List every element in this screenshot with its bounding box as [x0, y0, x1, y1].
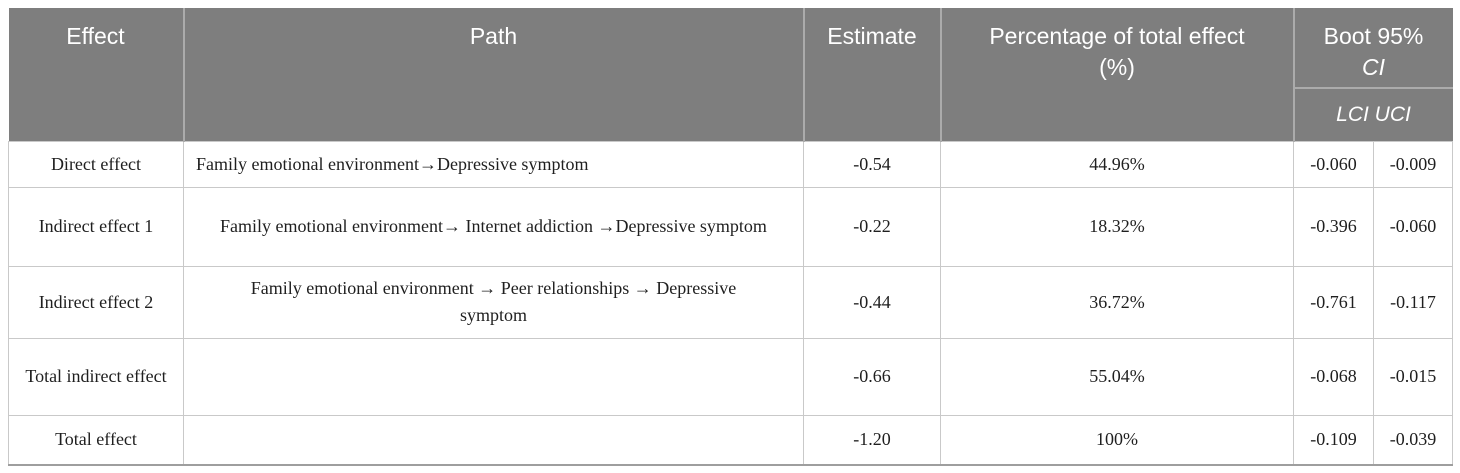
percentage-header-line2: (%): [1099, 54, 1135, 80]
effect-cell: Total indirect effect: [8, 337, 184, 416]
effect-cell: Direct effect: [8, 140, 184, 188]
estimate-cell: -0.66: [803, 337, 941, 416]
table-row: Total indirect effect -0.66 55.04% -0.06…: [8, 337, 1453, 416]
column-header-effect: Effect: [8, 8, 184, 141]
uci-cell: -0.060: [1373, 186, 1453, 267]
estimate-cell: -0.44: [803, 265, 941, 339]
percentage-cell: 44.96%: [940, 140, 1294, 188]
path-cell: Family emotional environment → Peer rela…: [183, 265, 804, 339]
path-cell: [183, 414, 804, 466]
table-row: Direct effect Family emotional environme…: [8, 140, 1453, 188]
uci-cell: -0.039: [1373, 414, 1453, 466]
boot-header-line1: Boot 95%: [1323, 23, 1424, 49]
percentage-cell: 18.32%: [940, 186, 1294, 267]
lci-cell: -0.109: [1293, 414, 1374, 466]
path-cell: Family emotional environment→Depressive …: [183, 140, 804, 188]
mediation-effects-table: Effect Path Estimate Percentage of total…: [8, 8, 1453, 466]
table-body: Direct effect Family emotional environme…: [8, 140, 1453, 466]
uci-cell: -0.117: [1373, 265, 1453, 339]
table-header: Effect Path Estimate Percentage of total…: [8, 8, 1453, 141]
table-row: Indirect effect 2 Family emotional envir…: [8, 265, 1453, 339]
lci-cell: -0.068: [1293, 337, 1374, 416]
column-header-lci-uci: LCI UCI: [1292, 87, 1453, 141]
percentage-cell: 55.04%: [940, 337, 1294, 416]
column-header-percentage: Percentage of total effect (%): [939, 8, 1294, 141]
path-cell: Family emotional environment→ Internet a…: [183, 186, 804, 267]
lci-cell: -0.396: [1293, 186, 1374, 267]
percentage-cell: 36.72%: [940, 265, 1294, 339]
table-row: Total effect -1.20 100% -0.109 -0.039: [8, 414, 1453, 466]
lci-cell: -0.761: [1293, 265, 1374, 339]
column-header-estimate: Estimate: [802, 8, 941, 141]
effect-cell: Indirect effect 1: [8, 186, 184, 267]
estimate-cell: -0.54: [803, 140, 941, 188]
boot-header-line2: CI: [1362, 54, 1385, 80]
uci-cell: -0.015: [1373, 337, 1453, 416]
column-header-boot-ci: Boot 95% CI: [1292, 8, 1453, 88]
uci-cell: -0.009: [1373, 140, 1453, 188]
effect-cell: Total effect: [8, 414, 184, 466]
percentage-cell: 100%: [940, 414, 1294, 466]
lci-cell: -0.060: [1293, 140, 1374, 188]
estimate-cell: -1.20: [803, 414, 941, 466]
effect-cell: Indirect effect 2: [8, 265, 184, 339]
percentage-header-line1: Percentage of total effect: [989, 23, 1245, 49]
estimate-cell: -0.22: [803, 186, 941, 267]
path-cell: [183, 337, 804, 416]
column-header-path: Path: [182, 8, 804, 141]
table-row: Indirect effect 1 Family emotional envir…: [8, 186, 1453, 267]
